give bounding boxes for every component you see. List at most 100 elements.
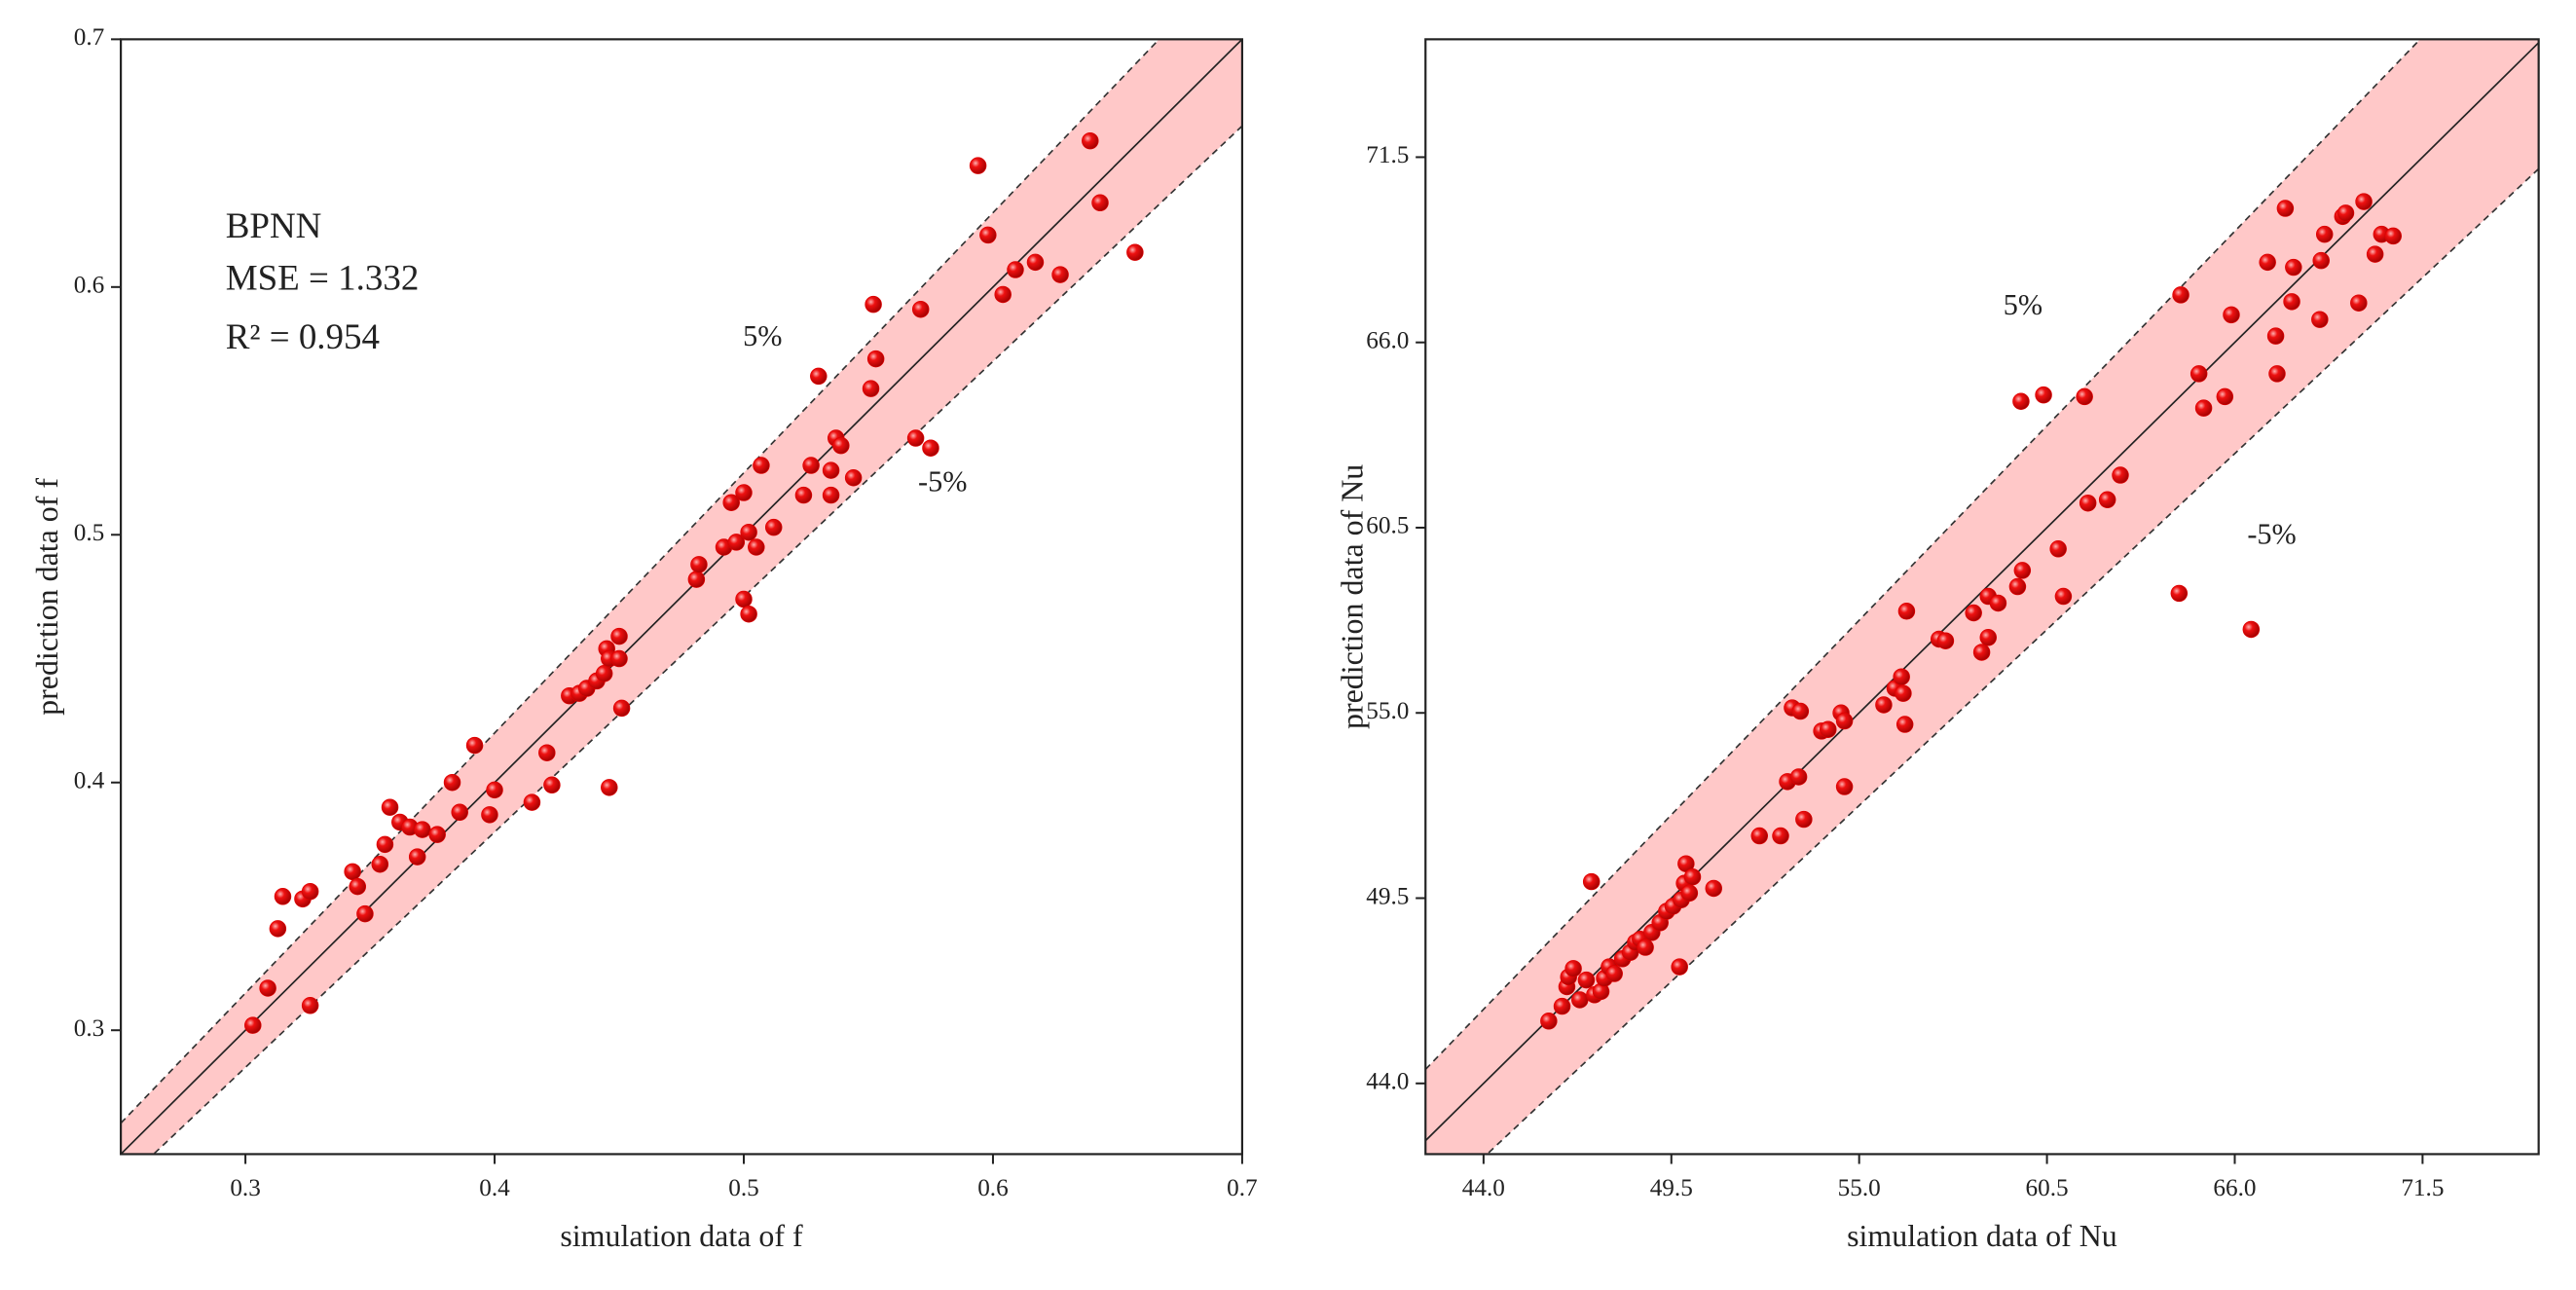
x-axis-label: simulation data of Nu — [1847, 1219, 2117, 1253]
data-point — [740, 523, 757, 541]
data-point — [2384, 227, 2402, 245]
data-point — [2008, 577, 2027, 596]
data-point — [301, 997, 319, 1014]
data-point — [610, 627, 628, 645]
data-point — [1051, 266, 1069, 283]
data-point — [2355, 193, 2373, 210]
data-point — [1683, 867, 1702, 886]
data-point — [1750, 827, 1769, 845]
data-point — [802, 457, 820, 474]
data-point — [722, 494, 740, 511]
data-point — [408, 848, 426, 866]
data-point — [2285, 258, 2302, 276]
data-point — [2098, 491, 2116, 509]
y-tick-label: 49.5 — [1366, 883, 1409, 909]
data-point — [344, 863, 361, 881]
data-point — [1895, 716, 1914, 733]
x-tick-label: 49.5 — [1650, 1175, 1693, 1201]
data-point — [735, 590, 753, 608]
y-tick-label: 0.5 — [74, 520, 105, 546]
data-point — [610, 649, 628, 668]
data-point — [865, 295, 882, 313]
data-point — [2242, 620, 2261, 639]
x-tick-label: 55.0 — [1838, 1175, 1881, 1201]
y-tick-label: 0.6 — [74, 273, 105, 299]
data-point — [810, 367, 828, 386]
data-point — [595, 665, 613, 682]
data-point — [1705, 879, 1723, 898]
stats-text: MSE = 1.332 — [226, 259, 420, 299]
data-point — [1972, 644, 1991, 661]
data-point — [2049, 540, 2067, 558]
data-point — [866, 350, 885, 368]
data-point — [2076, 387, 2093, 406]
data-point — [2112, 466, 2129, 484]
stats-text: R² = 0.954 — [226, 317, 380, 357]
data-point — [274, 888, 292, 905]
data-point — [727, 534, 746, 551]
data-point — [2012, 392, 2030, 410]
plot-area — [1425, 39, 2539, 1155]
data-point — [2035, 386, 2052, 404]
data-point — [2079, 494, 2097, 512]
data-point — [349, 877, 367, 896]
y-tick-label: 44.0 — [1366, 1069, 1409, 1095]
data-point — [1564, 960, 1582, 977]
x-tick-label: 44.0 — [1462, 1175, 1505, 1201]
data-point — [2259, 253, 2276, 272]
data-point — [612, 699, 631, 718]
data-point — [2276, 200, 2295, 217]
y-tick-label: 55.0 — [1366, 698, 1409, 724]
data-point — [862, 380, 880, 397]
data-point — [748, 538, 765, 556]
x-tick-label: 0.7 — [1227, 1175, 1258, 1201]
data-point — [1791, 702, 1810, 720]
band-label: 5% — [2004, 288, 2042, 321]
data-point — [832, 436, 850, 455]
data-point — [687, 571, 706, 588]
y-axis-label: prediction data of Nu — [1335, 464, 1369, 729]
data-point — [1820, 720, 1837, 738]
data-point — [414, 821, 431, 838]
data-point — [301, 882, 319, 901]
data-point — [601, 779, 618, 796]
data-point — [1772, 827, 1789, 845]
data-point — [269, 920, 287, 938]
data-point — [822, 461, 840, 479]
data-point — [1979, 629, 1998, 646]
error-band — [1425, 39, 2539, 1155]
data-point — [969, 157, 987, 174]
data-point — [1582, 872, 1601, 891]
band-label: -5% — [918, 465, 967, 498]
data-point — [2194, 399, 2213, 417]
data-point — [2013, 562, 2032, 579]
data-point — [371, 855, 389, 873]
stats-text: BPNN — [226, 206, 322, 246]
data-point — [979, 226, 997, 244]
y-tick-label: 71.5 — [1366, 142, 1409, 168]
scatter-panel: 44.0 49.5 55.0 60.5 66.0 71.5 44.0 49.5 55.0 60.5… — [1335, 38, 2540, 1253]
data-point — [1605, 965, 1623, 982]
scatter-panel: 0.3 0.4 0.5 0.6 0.7 0.3 0.4 0.5 0.6 0.7 simulation… — [30, 24, 1258, 1253]
data-point — [1789, 768, 1808, 786]
data-point — [822, 486, 840, 504]
data-point — [1989, 594, 2007, 612]
data-point — [2190, 365, 2208, 383]
data-point — [922, 439, 939, 457]
data-point — [1680, 884, 1699, 903]
data-point — [543, 776, 561, 794]
data-point — [1875, 696, 1893, 714]
data-point — [1577, 971, 1596, 989]
data-point — [1671, 958, 1688, 976]
data-point — [381, 798, 399, 816]
data-point — [2170, 584, 2189, 603]
data-point — [2172, 286, 2190, 304]
y-tick-label: 0.7 — [74, 24, 105, 51]
data-point — [2266, 327, 2285, 345]
data-point — [994, 285, 1012, 304]
x-tick-label: 60.5 — [2026, 1175, 2069, 1201]
x-axis-label: simulation data of f — [560, 1219, 803, 1253]
data-point — [1835, 778, 1854, 795]
data-point — [911, 300, 930, 318]
